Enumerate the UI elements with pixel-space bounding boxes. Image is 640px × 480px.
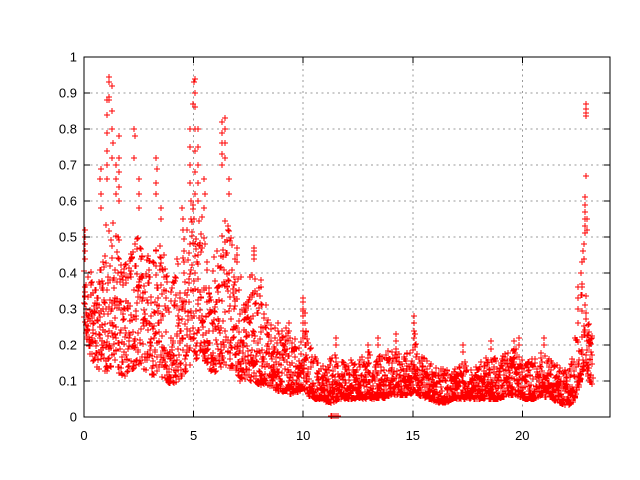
svg-text:10: 10 (296, 428, 310, 443)
svg-text:15: 15 (406, 428, 420, 443)
svg-text:0.8: 0.8 (59, 122, 77, 137)
svg-text:0.6: 0.6 (59, 194, 77, 209)
svg-text:1: 1 (70, 50, 77, 65)
svg-text:0: 0 (80, 428, 87, 443)
svg-text:0.1: 0.1 (59, 374, 77, 389)
tick-labels: 00.10.20.30.40.50.60.70.80.910 5 10 15 20 (59, 50, 530, 444)
svg-text:0.9: 0.9 (59, 86, 77, 101)
svg-text:0: 0 (70, 410, 77, 425)
svg-text:5: 5 (190, 428, 197, 443)
grid-lines (85, 58, 609, 416)
svg-text:0.2: 0.2 (59, 338, 77, 353)
svg-text:0.7: 0.7 (59, 158, 77, 173)
axis-ticks (83, 56, 610, 418)
svg-text:20: 20 (515, 428, 529, 443)
svg-text:0.3: 0.3 (59, 302, 77, 317)
svg-text:0.5: 0.5 (59, 230, 77, 245)
svg-text:0.4: 0.4 (59, 266, 77, 281)
